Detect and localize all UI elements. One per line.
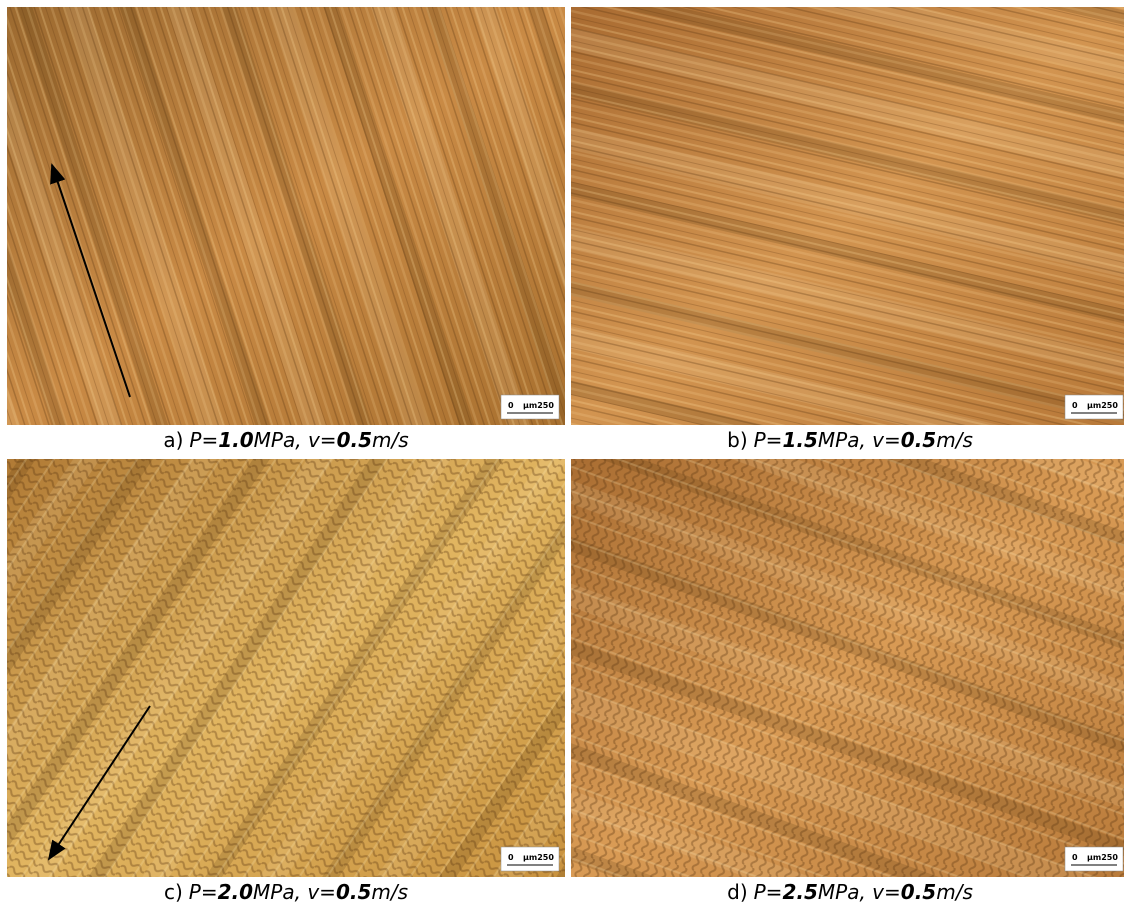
velocity-value: 0.5 (336, 880, 371, 904)
caption: b)P=1.5MPa, v=0.5m/s (571, 428, 1124, 452)
pressure-value: 1.0 (218, 428, 253, 452)
panel-label: c) (164, 880, 183, 904)
pressure-value: 2.5 (782, 880, 817, 904)
scale-zero: 0 (1072, 401, 1078, 410)
micrograph: 0 μm250 (571, 7, 1124, 425)
velocity-unit: m/s (936, 428, 973, 452)
caption: d)P=2.5MPa, v=0.5m/s (571, 880, 1124, 904)
pressure-value: 2.0 (218, 880, 253, 904)
micrograph: 0 μm250 (7, 459, 565, 877)
figure: 0μm250a)P=1.0MPa, v=0.5m/s0μm250b)P=1.5M… (0, 0, 1124, 909)
scale-unit: μm250 (1087, 401, 1118, 410)
panel-label: b) (727, 428, 748, 452)
pressure-unit: MPa, v= (818, 880, 901, 904)
velocity-unit: m/s (371, 880, 408, 904)
pressure-unit: MPa, v= (254, 428, 337, 452)
panel-label: a) (163, 428, 183, 452)
pressure-prefix: P= (754, 428, 783, 452)
panel-label: d) (727, 880, 748, 904)
pressure-unit: MPa, v= (253, 880, 336, 904)
scale-unit: μm250 (1087, 853, 1118, 862)
scale-zero: 0 (508, 853, 514, 862)
caption: a)P=1.0MPa, v=0.5m/s (7, 428, 565, 452)
scale-zero: 0 (508, 401, 514, 410)
pressure-prefix: P= (754, 880, 783, 904)
velocity-value: 0.5 (901, 428, 936, 452)
scale-unit: μm250 (523, 401, 554, 410)
micrograph: 0 μm250 (571, 459, 1124, 877)
micrograph: 0 μm250 (7, 7, 565, 425)
pressure-value: 1.5 (782, 428, 817, 452)
scale-unit: μm250 (523, 853, 554, 862)
velocity-unit: m/s (936, 880, 973, 904)
pressure-unit: MPa, v= (818, 428, 901, 452)
velocity-value: 0.5 (901, 880, 936, 904)
velocity-unit: m/s (372, 428, 409, 452)
scale-zero: 0 (1072, 853, 1078, 862)
pressure-prefix: P= (189, 428, 218, 452)
velocity-value: 0.5 (337, 428, 372, 452)
caption: c)P=2.0MPa, v=0.5m/s (7, 880, 565, 904)
pressure-prefix: P= (189, 880, 218, 904)
